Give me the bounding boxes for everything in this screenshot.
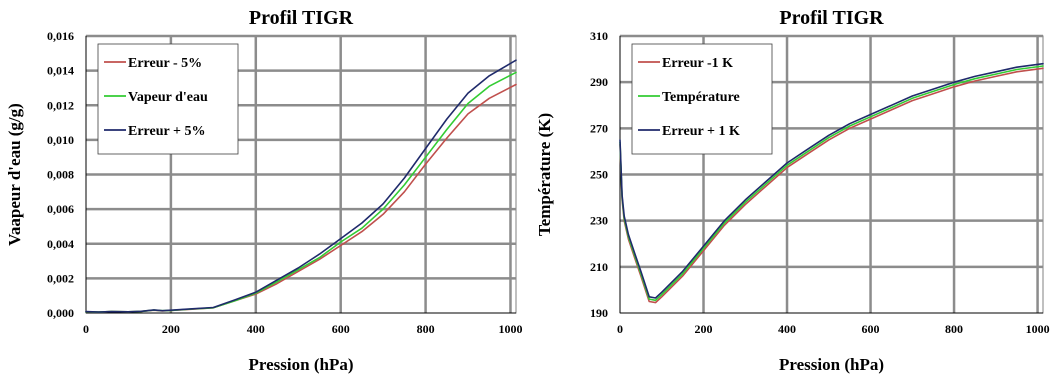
left-chart-svg: Profil TIGR 0 200 400 600 800 1000 0,000 0,002 0,… [5, 7, 522, 374]
x-tick-label: 0 [617, 322, 623, 336]
y-tick-label: 310 [590, 29, 608, 43]
y-tick-label: 210 [590, 260, 608, 274]
right-chart-svg: Profil TIGR 0 200 400 600 800 1000 190 210 230 250… [535, 7, 1050, 374]
legend-label-2: Erreur + 1 K [662, 124, 740, 139]
x-tick-label: 200 [162, 322, 180, 336]
x-tick-label: 600 [862, 322, 880, 336]
x-axis-label: Pression (hPa) [779, 355, 884, 374]
legend-label-2: Erreur + 5% [128, 124, 205, 139]
y-tick-label: 190 [590, 306, 608, 320]
x-tick-label: 600 [332, 322, 350, 336]
legend: Erreur - 5% Vapeur d'eau Erreur + 5% [97, 43, 239, 155]
y-tick-label: 250 [590, 168, 608, 182]
series-group [85, 59, 517, 313]
y-tick-label: 0,000 [47, 306, 74, 320]
y-tick-label: 0,004 [47, 237, 74, 251]
x-tick-label: 200 [695, 322, 713, 336]
y-tick-label: 0,012 [47, 98, 74, 112]
chart-water-vapor: Profil TIGR 0 200 400 600 800 1000 0,000 0,002 0,… [0, 0, 530, 376]
legend-label-1: Vapeur d'eau [128, 90, 208, 105]
y-tick-label: 230 [590, 214, 608, 228]
chart-title: Profil TIGR [779, 7, 884, 29]
series-group [619, 62, 1044, 304]
y-tick-label: 0,016 [47, 29, 74, 43]
y-tick-label: 270 [590, 121, 608, 135]
legend-label-0: Erreur - 5% [128, 56, 202, 71]
x-tick-label: 800 [945, 322, 963, 336]
chart-temperature: Profil TIGR 0 200 400 600 800 1000 190 210 230 250… [530, 0, 1061, 376]
x-tick-label: 0 [83, 322, 89, 336]
y-tick-label: 0,014 [47, 64, 74, 78]
x-tick-label: 1000 [1026, 322, 1050, 336]
y-tick-label: 0,002 [47, 271, 74, 285]
x-tick-label: 400 [247, 322, 265, 336]
x-tick-label: 1000 [498, 322, 522, 336]
y-tick-label: 0,010 [47, 133, 74, 147]
legend-label-0: Erreur -1 K [662, 56, 733, 71]
x-tick-label: 400 [778, 322, 796, 336]
chart-title: Profil TIGR [249, 7, 354, 29]
y-axis-label: Vaapeur d'eau (g/g) [5, 103, 24, 246]
y-tick-label: 0,006 [47, 202, 74, 216]
y-tick-label: 0,008 [47, 168, 74, 182]
series-line-2 [619, 62, 1044, 299]
x-tick-label: 800 [417, 322, 435, 336]
legend: Erreur -1 K Température Erreur + 1 K [631, 43, 773, 155]
series-line-2 [85, 59, 517, 313]
legend-label-1: Température [662, 90, 740, 105]
x-axis-label: Pression (hPa) [249, 355, 354, 374]
y-axis-label: Température (K) [535, 113, 554, 236]
y-tick-label: 290 [590, 75, 608, 89]
